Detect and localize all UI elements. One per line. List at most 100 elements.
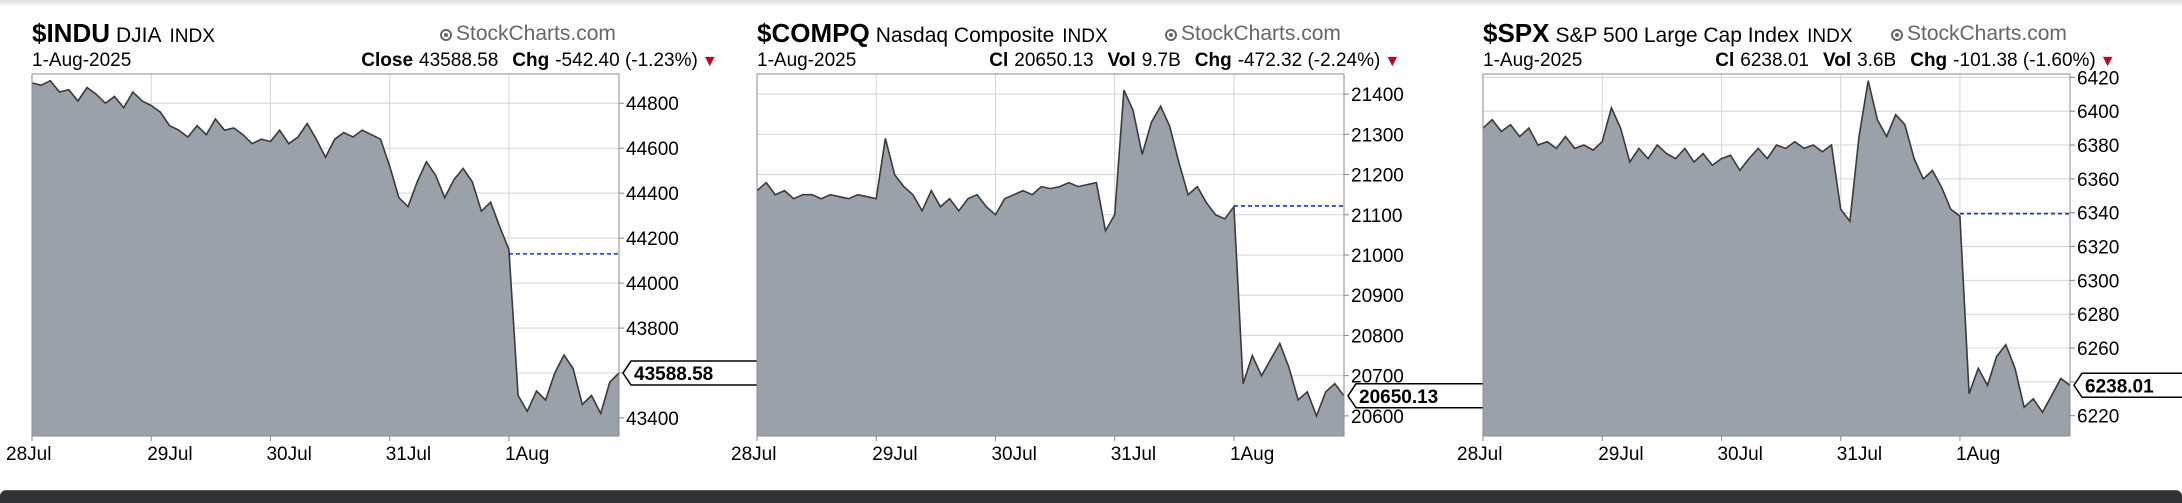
ticker-symbol: $COMPQ [757, 18, 870, 48]
stockcharts-logo-icon [1165, 29, 1177, 41]
ticker-symbol: $INDU [32, 18, 111, 48]
x-tick-label: 1Aug [1956, 444, 2000, 465]
close: 20650.13 [1014, 50, 1094, 71]
last-value-tag: 43588.58 [622, 360, 760, 386]
chart-title: $SPX S&P 500 Large Cap Index INDX [1483, 18, 1853, 48]
price-line [1482, 80, 2071, 414]
exchange-label: INDX [1062, 26, 1108, 47]
x-tick-label: 29Jul [1598, 444, 1643, 465]
y-tick-label: 21400 [1351, 85, 1404, 106]
y-tick-label: 44200 [626, 229, 679, 250]
close: 6238.01 [1740, 50, 1809, 71]
x-tick-label: 28Jul [1457, 444, 1502, 465]
watermark-text: StockCharts.com [456, 22, 616, 45]
y-tick-label: 20900 [1351, 286, 1404, 307]
bottom-bar [0, 490, 2182, 503]
price-area [1483, 80, 2070, 437]
y-tick-label: 21200 [1351, 166, 1404, 187]
x-tick-label: 28Jul [6, 444, 51, 465]
x-tick-label: 30Jul [991, 444, 1036, 465]
y-tick-label: 20800 [1351, 326, 1404, 347]
y-tick-label: 6280 [2077, 305, 2119, 326]
x-tick-label: 31Jul [386, 444, 431, 465]
ticker-symbol: $SPX [1483, 18, 1550, 48]
chg-label: Chg [1910, 50, 1948, 71]
price-area [757, 90, 1344, 436]
chart-panel-indu: $INDU DJIA INDX StockCharts.com 1-Aug-2025 Cl… [6, 18, 760, 468]
vol-label: Vol [1107, 50, 1136, 71]
quote-summary: 1-Aug-2025 Close 43588.58 Chg -542.40 (-1.23… [32, 50, 718, 74]
chg-label: Chg [1194, 50, 1232, 71]
chart-panel-compq: $COMPQ Nasdaq Composite INDX StockCharts.co… [731, 18, 1485, 468]
chg: -101.38 (-1.60%) [1953, 50, 2096, 71]
chart-panel-spx: $SPX S&P 500 Large Cap Index INDX StockChar… [1457, 18, 2182, 468]
y-tick-label: 20700 [1351, 367, 1404, 388]
x-tick-label: 30Jul [266, 444, 311, 465]
stockcharts-logo-icon [440, 29, 452, 41]
last-value-label: 20650.13 [1359, 387, 1438, 408]
y-tick-label: 6360 [2077, 170, 2119, 191]
y-tick-label: 44800 [626, 94, 679, 115]
top-border [0, 0, 2182, 6]
date: 1-Aug-2025 [757, 50, 857, 71]
index-name: Nasdaq Composite [875, 24, 1055, 47]
last-value-label: 43588.58 [634, 364, 713, 385]
y-tick-label: 6400 [2077, 102, 2119, 123]
price-line [31, 79, 620, 416]
y-tick-label: 20600 [1351, 407, 1404, 428]
price-area [32, 80, 619, 436]
y-tick-label: 6420 [2077, 68, 2119, 89]
y-tick-label: 44600 [626, 139, 679, 160]
date: 1-Aug-2025 [1483, 50, 1583, 71]
chg-label: Chg [512, 50, 550, 71]
x-tick-label: 31Jul [1111, 444, 1156, 465]
watermark-text: StockCharts.com [1181, 22, 1341, 45]
date: 1-Aug-2025 [32, 50, 132, 71]
index-name: DJIA [116, 24, 162, 47]
y-tick-label: 21000 [1351, 246, 1404, 267]
chart-title: $INDU DJIA INDX [32, 18, 215, 48]
exchange-label: INDX [1807, 26, 1853, 47]
y-tick-label: 6380 [2077, 136, 2119, 157]
close-label: Cl [989, 50, 1009, 71]
y-tick-label: 21300 [1351, 125, 1404, 146]
price-line [756, 89, 1345, 419]
quote-summary: 1-Aug-2025 Cl 20650.13 Vol 9.7B Chg -472.32 (-… [757, 50, 1400, 74]
y-tick-label: 44000 [626, 274, 679, 295]
down-arrow-icon: ▼ [701, 53, 718, 70]
x-tick-label: 1Aug [1230, 444, 1274, 465]
chg: -472.32 (-2.24%) [1237, 50, 1381, 71]
down-arrow-icon: ▼ [1384, 53, 1401, 70]
watermark-text: StockCharts.com [1907, 22, 2067, 45]
close-label: Cl [1715, 50, 1735, 71]
price-chart[interactable]: 43400 43800 44000 44200 44400 44600 44800 28Jul… [6, 18, 760, 468]
stockcharts-watermark[interactable]: StockCharts.com [440, 22, 616, 46]
y-tick-label: 43400 [626, 409, 679, 430]
stockcharts-watermark[interactable]: StockCharts.com [1165, 22, 1341, 46]
index-name: S&P 500 Large Cap Index [1555, 24, 1800, 47]
x-tick-label: 28Jul [731, 444, 776, 465]
down-arrow-icon: ▼ [2099, 53, 2116, 70]
x-tick-label: 1Aug [505, 444, 549, 465]
stockcharts-logo-icon [1891, 29, 1903, 41]
chg: -542.40 (-1.23%) [555, 50, 698, 71]
close: 43588.58 [419, 50, 499, 71]
last-value-label: 6238.01 [2085, 376, 2154, 397]
x-tick-label: 29Jul [147, 444, 192, 465]
plot-border [1482, 73, 2071, 437]
plot-border [756, 73, 1345, 437]
plot-border [31, 73, 620, 437]
y-tick-label: 6340 [2077, 204, 2119, 225]
y-tick-label: 21100 [1351, 206, 1402, 227]
price-chart[interactable]: 6220 6260 6280 6300 6320 6340 6360 6380 6400 6420… [1457, 18, 2182, 468]
vol: 9.7B [1141, 50, 1181, 71]
x-tick-label: 31Jul [1837, 444, 1882, 465]
stockcharts-watermark[interactable]: StockCharts.com [1891, 22, 2067, 46]
price-chart[interactable]: 20600 20700 20800 20900 21000 21100 21200 21300… [731, 18, 1485, 468]
exchange-label: INDX [169, 26, 215, 47]
y-tick-label: 6300 [2077, 271, 2119, 292]
last-value-tag: 6238.01 [2073, 372, 2182, 399]
vol-label: Vol [1822, 50, 1852, 71]
close-label: Close [361, 50, 414, 71]
y-tick-label: 6220 [2077, 407, 2119, 428]
